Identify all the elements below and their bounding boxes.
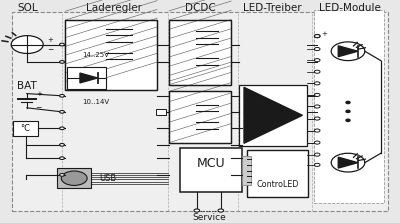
Text: SOL: SOL [17, 3, 38, 13]
FancyBboxPatch shape [247, 150, 308, 196]
Circle shape [314, 153, 320, 156]
FancyBboxPatch shape [67, 67, 106, 89]
Circle shape [314, 163, 320, 166]
Text: Laderegler: Laderegler [86, 3, 142, 13]
Text: +: + [322, 31, 327, 37]
Circle shape [314, 105, 320, 108]
FancyBboxPatch shape [239, 85, 307, 146]
FancyBboxPatch shape [12, 12, 388, 211]
FancyBboxPatch shape [180, 148, 242, 192]
Circle shape [314, 129, 320, 132]
Circle shape [314, 117, 320, 120]
FancyBboxPatch shape [169, 20, 231, 85]
FancyBboxPatch shape [169, 91, 231, 142]
Circle shape [11, 36, 43, 54]
Circle shape [331, 42, 365, 61]
Circle shape [314, 35, 320, 38]
Polygon shape [338, 157, 358, 168]
Circle shape [60, 95, 64, 97]
Circle shape [314, 70, 320, 73]
Circle shape [194, 209, 200, 212]
Circle shape [60, 157, 64, 159]
Circle shape [314, 93, 320, 97]
Circle shape [60, 173, 64, 176]
Text: 14..25V: 14..25V [82, 52, 109, 58]
Circle shape [314, 82, 320, 85]
Circle shape [346, 101, 350, 104]
Text: +: + [48, 37, 53, 43]
Text: BAT: BAT [17, 81, 37, 91]
Text: ⊎: ⊎ [70, 173, 78, 183]
Circle shape [60, 111, 64, 113]
Circle shape [60, 43, 64, 46]
FancyBboxPatch shape [57, 168, 91, 188]
Text: DCDC: DCDC [186, 3, 216, 13]
FancyBboxPatch shape [156, 109, 166, 115]
Circle shape [346, 119, 350, 121]
FancyBboxPatch shape [65, 20, 157, 90]
FancyBboxPatch shape [13, 121, 38, 136]
Polygon shape [338, 46, 358, 57]
Circle shape [60, 127, 64, 130]
Circle shape [346, 110, 350, 113]
Circle shape [218, 209, 224, 212]
Text: −: − [36, 103, 42, 112]
Text: Service: Service [192, 213, 226, 222]
Text: LED-Module: LED-Module [319, 3, 381, 13]
Text: MCU: MCU [197, 157, 225, 170]
Circle shape [314, 47, 320, 51]
Circle shape [61, 171, 87, 186]
Text: °C: °C [21, 124, 30, 133]
Circle shape [314, 141, 320, 144]
Text: LED-Treiber: LED-Treiber [244, 3, 302, 13]
Text: −: − [47, 45, 54, 54]
FancyBboxPatch shape [242, 156, 251, 185]
FancyBboxPatch shape [314, 10, 384, 203]
Circle shape [60, 61, 64, 63]
Polygon shape [80, 73, 98, 83]
Text: ControLED: ControLED [256, 180, 299, 189]
Circle shape [331, 153, 365, 172]
Circle shape [60, 143, 64, 146]
Text: 10..14V: 10..14V [82, 99, 109, 105]
Polygon shape [244, 87, 302, 143]
Text: USB: USB [99, 174, 116, 183]
Text: +: + [36, 91, 42, 97]
Circle shape [314, 59, 320, 62]
Circle shape [314, 35, 320, 38]
